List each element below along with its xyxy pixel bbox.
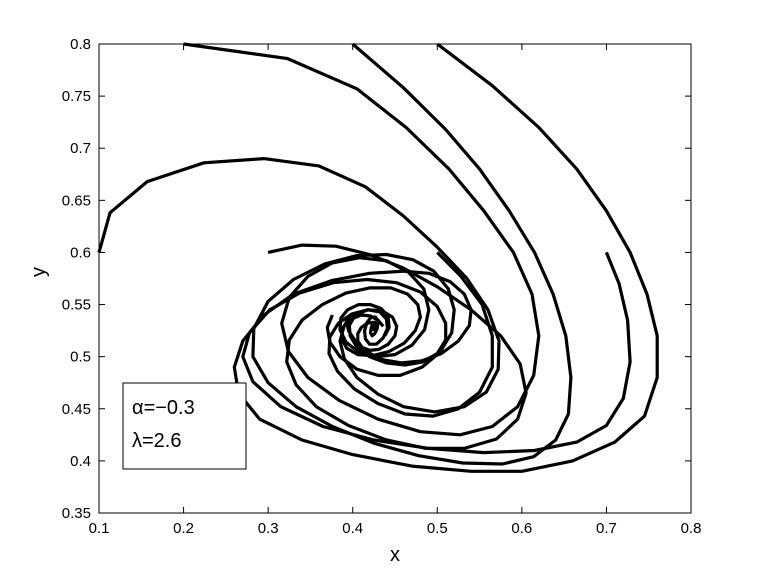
trajectory-line-2: [183, 42, 541, 437]
plot-frame: [98, 43, 692, 514]
legend-frame: [122, 382, 247, 470]
x-tick-label-4: 0.4: [342, 520, 363, 537]
y-tick-label-8: 0.7: [70, 140, 91, 157]
y-tick-label-7: 0.65: [62, 192, 91, 209]
y-tick-label-3: 0.45: [62, 401, 91, 418]
y-tick-label-9: 0.75: [62, 88, 91, 105]
y-tick-label-5: 0.55: [62, 297, 91, 314]
y-tick-label-1: 0.35: [62, 505, 91, 522]
y-tick-label-4: 0.5: [70, 349, 91, 366]
trajectory-line-5: [267, 243, 528, 450]
y-tick-label-10: 0.8: [70, 36, 91, 53]
y-axis-ticks: 0.35 0.4 0.45 0.5 0.55 0.6 0.65 0.7 0.75 0.8: [62, 36, 691, 522]
trajectory-line-6: [327, 251, 494, 418]
x-tick-label-6: 0.6: [511, 520, 532, 537]
x-tick-label-1: 0.1: [89, 520, 110, 537]
trajectory-line-7: [241, 251, 632, 455]
x-tick-label-8: 0.8: [681, 520, 702, 537]
trajectory-curves: [97, 42, 659, 473]
x-tick-label-2: 0.2: [173, 520, 194, 537]
x-axis-label: x: [390, 544, 400, 566]
trajectory-line-3: [251, 42, 573, 466]
parameter-legend-box: α=−0.3 λ=2.6: [122, 382, 247, 470]
x-axis-ticks: 0.1 0.2 0.3 0.4 0.5 0.6 0.7 0.8: [89, 44, 702, 537]
y-tick-label-2: 0.4: [70, 453, 91, 470]
legend-alpha-text: α=−0.3: [132, 397, 195, 419]
x-tick-label-3: 0.3: [258, 520, 279, 537]
x-tick-label-5: 0.5: [427, 520, 448, 537]
y-axis-label: y: [28, 267, 50, 277]
x-tick-label-7: 0.7: [596, 520, 617, 537]
legend-lambda-text: λ=2.6: [132, 430, 181, 452]
y-tick-label-6: 0.6: [70, 244, 91, 261]
